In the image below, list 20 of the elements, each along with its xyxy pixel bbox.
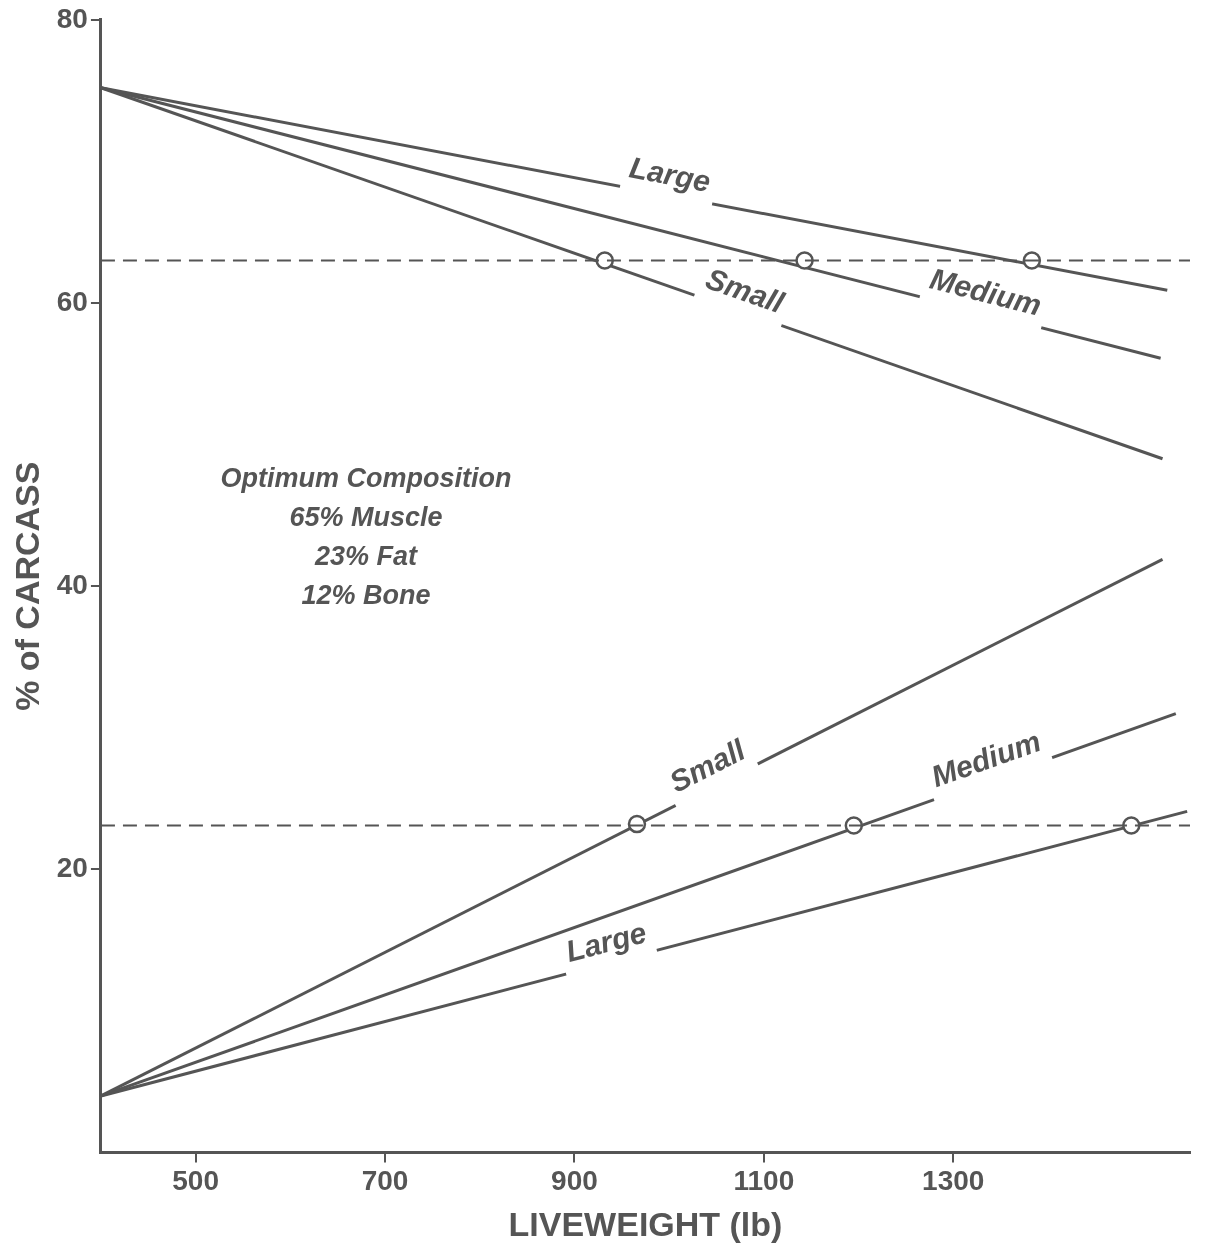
x-tick-label: 900	[551, 1165, 598, 1197]
y-tick-label: 40	[56, 568, 88, 600]
annotation: 65% Muscle	[289, 502, 443, 533]
y-tick-label: 80	[56, 2, 88, 34]
x-axis-title: LIVEWEIGHT (lb)	[508, 1204, 783, 1243]
annotation: 12% Bone	[301, 580, 431, 611]
text: Large	[626, 150, 714, 199]
text: Medium	[927, 724, 1045, 794]
text: Large	[562, 915, 650, 968]
x-tick-label: 700	[361, 1165, 409, 1197]
y-tick-label: 60	[56, 285, 88, 317]
text: Small	[701, 261, 789, 320]
annotation: 23% Fat	[313, 541, 418, 572]
x-tick-label: 1100	[733, 1165, 795, 1197]
text: Medium	[926, 261, 1045, 322]
x-tick-label: 500	[172, 1165, 219, 1197]
y-tick-label: 20	[56, 852, 88, 884]
annotation: Optimum Composition	[220, 463, 512, 494]
y-axis-title: % of CARCASS	[7, 461, 46, 711]
x-tick-label: 1300	[922, 1165, 985, 1197]
